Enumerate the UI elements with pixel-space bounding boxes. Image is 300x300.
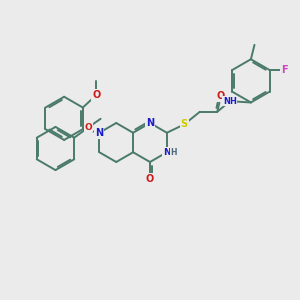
Text: O: O [217, 91, 225, 101]
Text: N: N [95, 128, 104, 138]
Text: NH: NH [223, 97, 237, 106]
Text: O: O [85, 123, 92, 132]
Text: H: H [170, 148, 177, 157]
Text: O: O [146, 173, 154, 184]
Text: F: F [281, 65, 287, 75]
Text: N: N [146, 118, 154, 128]
Text: S: S [181, 119, 188, 129]
Text: O: O [92, 90, 100, 100]
Text: N: N [163, 148, 171, 157]
